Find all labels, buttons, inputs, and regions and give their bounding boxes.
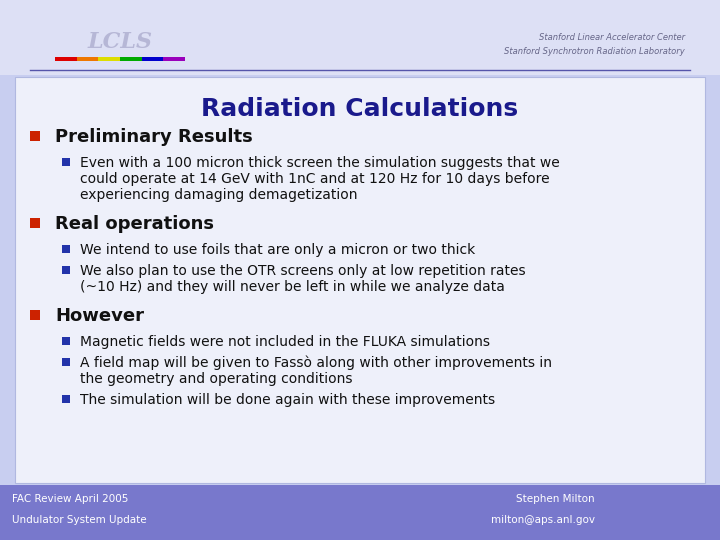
Text: Even with a 100 micron thick screen the simulation suggests that we: Even with a 100 micron thick screen the … <box>80 156 559 170</box>
Text: However: However <box>55 307 144 325</box>
Text: could operate at 14 GeV with 1nC and at 120 Hz for 10 days before: could operate at 14 GeV with 1nC and at … <box>80 172 549 186</box>
Bar <box>30 131 40 141</box>
Text: Stephen Milton: Stephen Milton <box>516 494 595 504</box>
Text: Stanford Synchrotron Radiation Laboratory: Stanford Synchrotron Radiation Laborator… <box>504 48 685 57</box>
Bar <box>76 57 99 61</box>
Bar <box>62 266 70 274</box>
Bar <box>99 57 120 61</box>
Bar <box>30 310 40 320</box>
Bar <box>15 77 705 483</box>
Bar <box>62 395 70 403</box>
Text: Real operations: Real operations <box>55 215 214 233</box>
Bar <box>142 57 163 61</box>
Text: FAC Review April 2005: FAC Review April 2005 <box>12 494 128 504</box>
Text: (~10 Hz) and they will never be left in while we analyze data: (~10 Hz) and they will never be left in … <box>80 280 505 294</box>
Text: milton@aps.anl.gov: milton@aps.anl.gov <box>491 515 595 525</box>
Text: Radiation Calculations: Radiation Calculations <box>202 97 518 121</box>
Bar <box>55 57 76 61</box>
Bar <box>120 57 142 61</box>
Bar <box>62 245 70 253</box>
Text: Preliminary Results: Preliminary Results <box>55 128 253 146</box>
Text: Undulator System Update: Undulator System Update <box>12 515 147 525</box>
Bar <box>62 158 70 166</box>
Bar <box>62 337 70 345</box>
Bar <box>163 57 185 61</box>
Bar <box>30 218 40 228</box>
Text: experiencing damaging demagetization: experiencing damaging demagetization <box>80 188 358 202</box>
Text: Stanford Linear Accelerator Center: Stanford Linear Accelerator Center <box>539 33 685 43</box>
Text: LCLS: LCLS <box>87 31 153 53</box>
Text: We intend to use foils that are only a micron or two thick: We intend to use foils that are only a m… <box>80 243 475 257</box>
Bar <box>62 358 70 366</box>
Text: Magnetic fields were not included in the FLUKA simulations: Magnetic fields were not included in the… <box>80 335 490 349</box>
Text: We also plan to use the OTR screens only at low repetition rates: We also plan to use the OTR screens only… <box>80 264 526 278</box>
Bar <box>0 0 720 75</box>
Text: A field map will be given to Fassò along with other improvements in: A field map will be given to Fassò along… <box>80 356 552 370</box>
Text: The simulation will be done again with these improvements: The simulation will be done again with t… <box>80 393 495 407</box>
Text: the geometry and operating conditions: the geometry and operating conditions <box>80 372 353 386</box>
Bar <box>0 485 720 540</box>
